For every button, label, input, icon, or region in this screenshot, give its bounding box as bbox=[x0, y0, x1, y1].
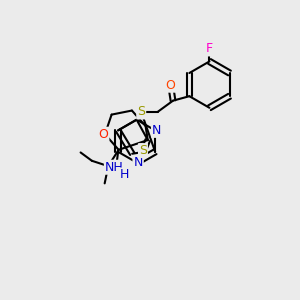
Text: O: O bbox=[166, 79, 176, 92]
Text: F: F bbox=[206, 42, 213, 56]
Text: O: O bbox=[98, 128, 108, 141]
Text: S: S bbox=[139, 144, 147, 157]
Text: S: S bbox=[137, 106, 145, 118]
Text: H: H bbox=[119, 168, 129, 181]
Text: N: N bbox=[152, 124, 161, 137]
Text: N: N bbox=[134, 156, 143, 169]
Text: NH: NH bbox=[105, 161, 124, 174]
